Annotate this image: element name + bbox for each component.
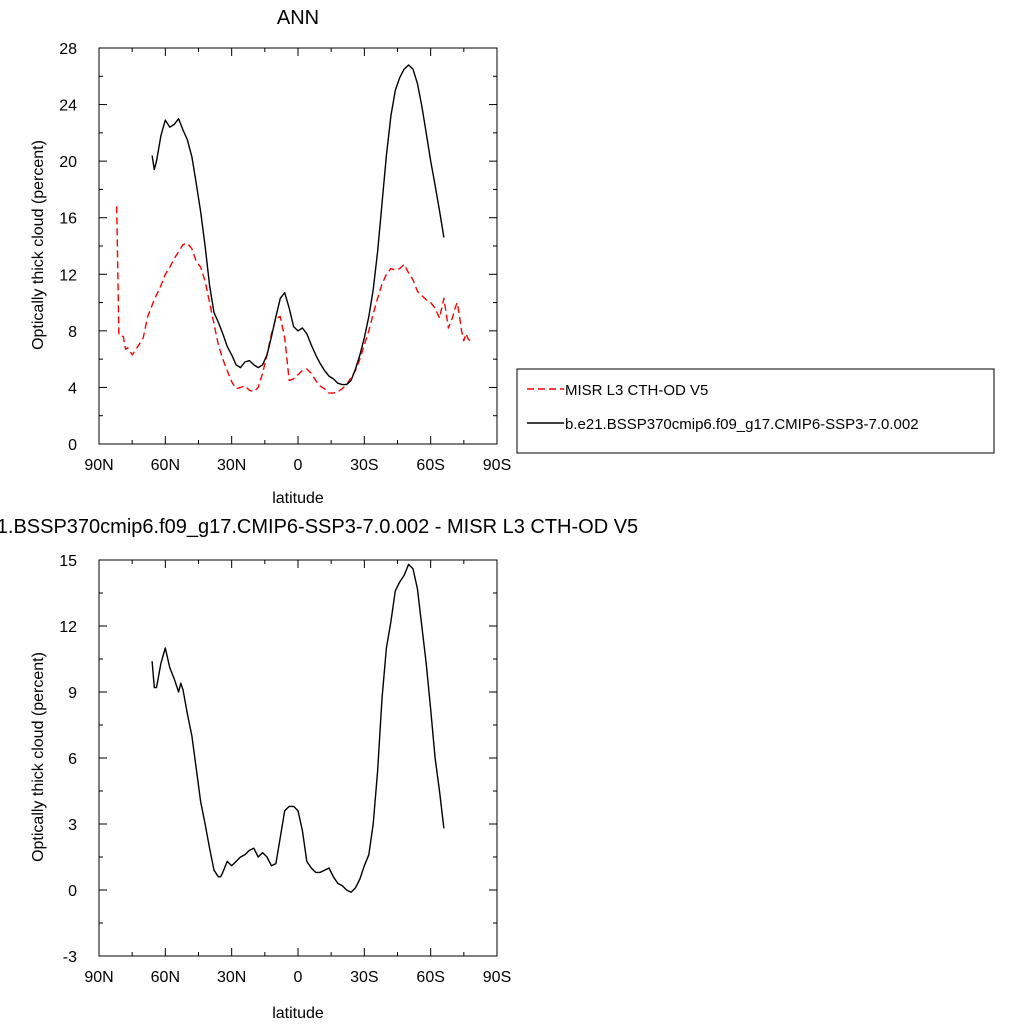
y-tick-label: 8 [68, 324, 77, 341]
legend-label-misr: MISR L3 CTH-OD V5 [565, 382, 708, 399]
x-tick-label: 60S [416, 969, 444, 986]
x-axis-label: latitude [272, 490, 324, 507]
legend: MISR L3 CTH-OD V5 b.e21.BSSP370cmip6.f09… [516, 368, 995, 454]
legend-label-model: b.e21.BSSP370cmip6.f09_g17.CMIP6-SSP3-7.… [565, 416, 919, 433]
y-tick-label: 0 [68, 437, 77, 454]
x-tick-label: 30N [217, 969, 246, 986]
y-tick-label: 4 [68, 380, 77, 397]
y-tick-label: 12 [59, 619, 77, 636]
y-tick-label: 12 [59, 267, 77, 284]
plot-frame [98, 47, 498, 445]
y-tick-label: 0 [68, 883, 77, 900]
x-tick-label: 30N [217, 457, 246, 474]
y-tick-label: 28 [59, 41, 77, 58]
x-tick-label: 60N [151, 969, 180, 986]
series-line-model [151, 64, 445, 386]
x-tick-label: 30S [350, 969, 378, 986]
x-tick-label: 0 [294, 457, 303, 474]
y-tick-label: 15 [59, 553, 77, 570]
y-tick-label: 9 [68, 685, 77, 702]
x-tick-label: 90N [84, 969, 113, 986]
plot-area [98, 559, 498, 957]
y-axis-label: Optically thick cloud (percent) [30, 652, 47, 862]
chart-panel-annual: ANN 90N 60N 30N 0 30S 60S 90S 0 4 8 12 16 20 24 28 la… [30, 7, 995, 507]
chart-title: b.e21.BSSP370cmip6.f09_g17.CMIP6-SSP3-7.… [0, 516, 638, 538]
y-tick-label: 16 [59, 211, 77, 228]
series-line-difference [151, 563, 445, 893]
y-tick-label: -3 [63, 949, 77, 966]
x-tick-label: 90N [84, 457, 113, 474]
y-tick-label: 24 [59, 98, 77, 115]
x-tick-labels: 90N 60N 30N 0 30S 60S 90S [84, 969, 511, 986]
x-tick-label: 30S [350, 457, 378, 474]
x-tick-labels: 90N 60N 30N 0 30S 60S 90S [84, 457, 511, 474]
x-axis-label: latitude [272, 1005, 324, 1022]
y-tick-label: 20 [59, 154, 77, 171]
y-tick-label: 6 [68, 751, 77, 768]
x-tick-label: 90S [483, 969, 511, 986]
y-tick-labels: 0 4 8 12 16 20 24 28 [59, 41, 77, 454]
y-tick-labels: -3 0 3 6 9 12 15 [59, 553, 77, 966]
series-line-misr [116, 206, 471, 394]
x-tick-label: 60N [151, 457, 180, 474]
legend-box [516, 368, 995, 454]
x-tick-label: 60S [416, 457, 444, 474]
y-tick-label: 3 [68, 817, 77, 834]
chart-title: ANN [277, 7, 319, 29]
plot-area [98, 47, 498, 445]
plot-frame [98, 559, 498, 957]
y-axis-label: Optically thick cloud (percent) [30, 140, 47, 350]
chart-panel-difference: b.e21.BSSP370cmip6.f09_g17.CMIP6-SSP3-7.… [0, 516, 638, 1022]
x-tick-label: 90S [483, 457, 511, 474]
x-tick-label: 0 [294, 969, 303, 986]
